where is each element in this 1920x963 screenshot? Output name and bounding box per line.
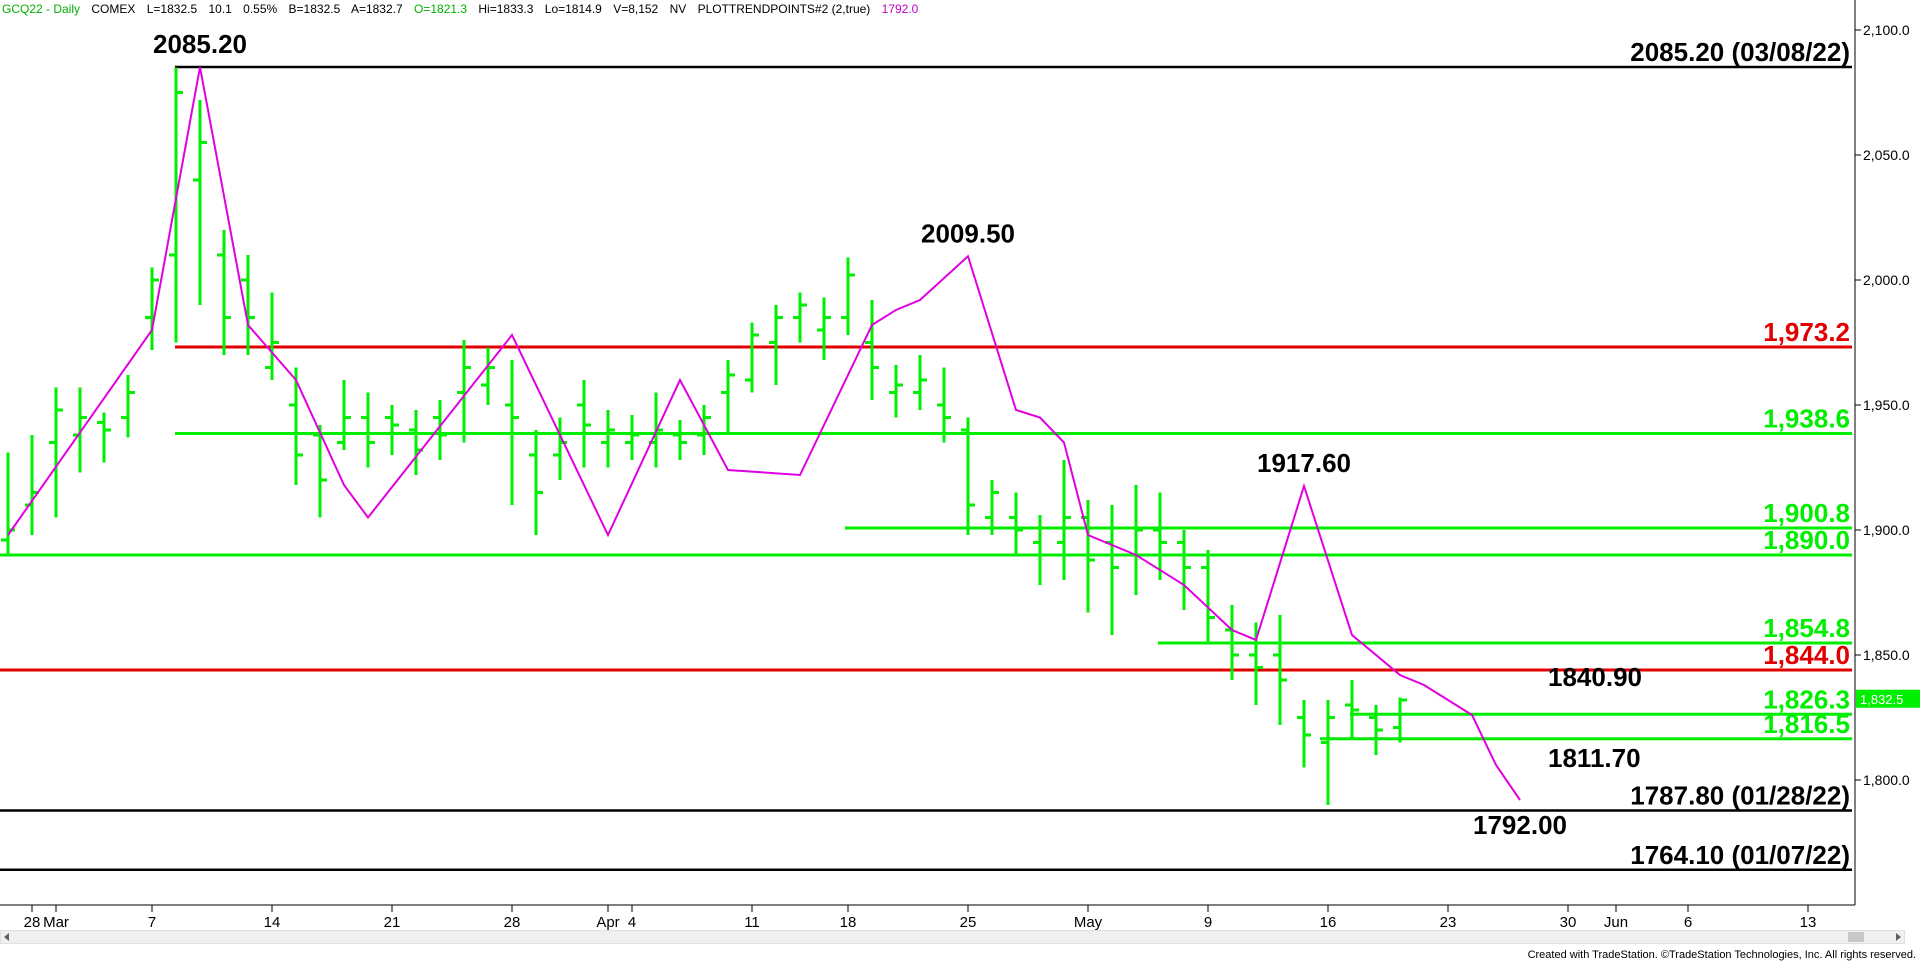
- x-tick-label: 18: [840, 914, 857, 931]
- pivot-label: 1792.00: [1473, 810, 1567, 840]
- y-tick-label: 2,100.0: [1863, 22, 1910, 38]
- scroll-right-icon[interactable]: [1896, 933, 1901, 941]
- y-tick-label: 1,800.0: [1863, 772, 1910, 788]
- header-study: PLOTTRENDPOINTS#2 (2,true): [697, 2, 871, 16]
- level-label: 1764.10 (01/07/22): [1630, 840, 1850, 870]
- y-tick-label: 2,050.0: [1863, 147, 1910, 163]
- trend-polyline: [7, 66, 1521, 801]
- x-tick-label: 16: [1320, 914, 1337, 931]
- x-tick-label: 7: [148, 914, 156, 931]
- x-tick-label: 11: [744, 914, 760, 931]
- level-label: 1,854.8: [1763, 613, 1850, 643]
- x-tick-label: 9: [1204, 914, 1212, 931]
- x-tick-label: 30: [1560, 914, 1577, 931]
- scroll-left-icon[interactable]: [4, 933, 9, 941]
- y-tick-label: 1,900.0: [1863, 522, 1910, 538]
- chart-header: GCQ22 - Daily COMEX L=1832.5 10.1 0.55% …: [2, 2, 926, 18]
- scroll-thumb[interactable]: [1848, 932, 1864, 942]
- x-tick-label: May: [1074, 914, 1103, 931]
- y-tick-label: 2,000.0: [1863, 272, 1910, 288]
- level-label: 2085.20 (03/08/22): [1630, 37, 1850, 67]
- level-label: 1787.80 (01/28/22): [1630, 781, 1850, 811]
- level-label: 1,844.0: [1763, 640, 1850, 670]
- y-tick-label: 1,950.0: [1863, 397, 1910, 413]
- header-study-value: 1792.0: [881, 2, 919, 16]
- x-tick-label: 14: [264, 914, 281, 931]
- x-tick-label: Apr: [596, 914, 619, 931]
- last-price-tag: [1856, 689, 1920, 708]
- header-change: 10.1: [208, 2, 232, 16]
- x-tick-label: 13: [1800, 914, 1817, 931]
- plot-background: [0, 0, 1855, 905]
- x-tick-label: 6: [1684, 914, 1692, 931]
- header-symbol: GCQ22 - Daily: [2, 2, 81, 16]
- level-lines: 2085.20 (03/08/22)1,973.21,938.61,900.81…: [0, 37, 1852, 871]
- pivot-label: 2085.20: [153, 29, 247, 59]
- header-low: Lo=1814.9: [544, 2, 602, 16]
- header-open: O=1821.3: [414, 2, 468, 16]
- last-price-label: 1,832.5: [1860, 692, 1903, 707]
- y-tick-label: 1,850.0: [1863, 647, 1910, 663]
- header-last: L=1832.5: [146, 2, 198, 16]
- x-tick-label: 28: [504, 914, 521, 931]
- x-tick-label: 28: [24, 914, 41, 931]
- header-high: Hi=1833.3: [478, 2, 534, 16]
- x-tick-label: 25: [960, 914, 977, 931]
- level-label: 1,973.2: [1763, 317, 1850, 347]
- header-ask: A=1832.7: [350, 2, 403, 16]
- header-volume: V=8,152: [613, 2, 659, 16]
- x-tick-label: Mar: [43, 914, 69, 931]
- trend-line: [7, 66, 1521, 801]
- copyright-footer: Created with TradeStation. ©TradeStation…: [1527, 949, 1916, 961]
- header-change-pct: 0.55%: [243, 2, 278, 16]
- level-label: 1,816.5: [1763, 709, 1850, 739]
- pivot-label: 1840.90: [1548, 662, 1642, 692]
- level-label: 1,890.0: [1763, 525, 1850, 555]
- header-bid: B=1832.5: [288, 2, 341, 16]
- level-label: 1,826.3: [1763, 684, 1850, 714]
- horizontal-scrollbar[interactable]: [0, 930, 1905, 944]
- x-tick-label: Jun: [1604, 914, 1628, 931]
- y-axis: 2,100.0 2,050.0 2,000.0 1,950.0 1,900.0 1,850…: [1855, 22, 1920, 788]
- x-tick-label: 23: [1440, 914, 1457, 931]
- x-axis: 28 Mar 7 14 21 28 Apr 4 11 18 25 May 9 16 23 30 Jun 6 13: [24, 905, 1817, 931]
- x-tick-label: 4: [628, 914, 636, 931]
- pivot-label: 1811.70: [1548, 743, 1641, 773]
- pivot-label: 2009.50: [921, 218, 1015, 248]
- header-exchange: COMEX: [91, 2, 136, 16]
- point-labels: 2085.20 2009.50 1917.60 1792.00 1840.90 1811.…: [153, 29, 1642, 840]
- level-label: 1,938.6: [1763, 404, 1850, 434]
- price-bars: [1, 67, 1407, 805]
- pivot-label: 1917.60: [1257, 448, 1351, 478]
- header-nv: NV: [669, 2, 687, 16]
- level-label: 1,900.8: [1763, 498, 1850, 528]
- x-tick-label: 21: [384, 914, 401, 931]
